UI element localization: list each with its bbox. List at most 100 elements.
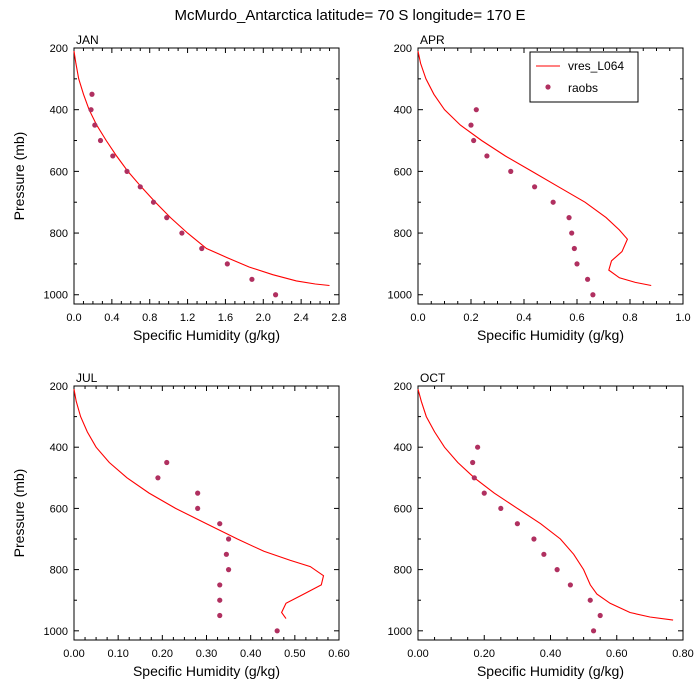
- x-tick-label: 1.6: [218, 312, 233, 324]
- y-axis-label: Pressure (mb): [11, 469, 27, 558]
- x-tick-label: 0.60: [606, 648, 627, 660]
- y-tick-label: 800: [50, 565, 68, 577]
- x-tick-label: 0.2: [463, 312, 478, 324]
- raobs-point: [569, 230, 575, 236]
- panel-label: OCT: [420, 371, 446, 385]
- raobs-point: [150, 199, 157, 205]
- raobs-point: [554, 567, 560, 573]
- raobs-point: [224, 261, 230, 267]
- plot-frame: [73, 47, 340, 305]
- raobs-point: [574, 261, 580, 267]
- panel-label: JAN: [76, 33, 99, 47]
- x-axis-label: Specific Humidity (g/kg): [477, 663, 624, 679]
- x-tick-label: 0.00: [63, 648, 84, 660]
- raobs-point: [179, 230, 185, 236]
- raobs-point: [225, 536, 232, 542]
- x-tick-label: 1.0: [675, 312, 690, 324]
- raobs-point: [274, 628, 280, 634]
- x-tick-label: 2.0: [256, 312, 271, 324]
- figure-title: McMurdo_Antarctica latitude= 70 S longit…: [174, 7, 525, 24]
- y-tick-label: 200: [50, 381, 68, 393]
- legend-model-label: vres_L064: [568, 59, 624, 73]
- raobs-point: [225, 567, 232, 573]
- raobs-point: [567, 582, 573, 588]
- y-tick-label: 1000: [44, 626, 68, 638]
- raobs-point: [550, 199, 556, 205]
- x-tick-label: 0.10: [107, 648, 128, 660]
- x-tick-label: 0.6: [569, 312, 584, 324]
- raobs-point: [587, 597, 593, 603]
- y-tick-label: 400: [394, 442, 412, 454]
- x-tick-label: 0.4: [104, 312, 119, 324]
- x-tick-label: 0.40: [540, 648, 561, 660]
- raobs-point: [532, 184, 538, 190]
- x-tick-label: 0.20: [152, 648, 173, 660]
- panel-label: APR: [420, 33, 445, 47]
- raobs-point: [164, 215, 170, 221]
- raobs-point: [155, 475, 161, 481]
- x-tick-label: 2.4: [293, 312, 308, 324]
- raobs-point: [272, 292, 279, 298]
- raobs-point: [89, 91, 95, 97]
- raobs-point: [566, 215, 572, 221]
- raobs-point: [110, 153, 116, 159]
- legend-marker-swatch: [545, 84, 551, 90]
- raobs-point: [470, 459, 476, 466]
- plot-frame: [417, 385, 684, 641]
- raobs-point: [481, 490, 487, 496]
- y-tick-label: 200: [394, 43, 412, 55]
- y-tick-label: 400: [50, 442, 68, 454]
- raobs-point: [571, 245, 577, 252]
- x-tick-label: 0.30: [196, 648, 217, 660]
- x-axis-label: Specific Humidity (g/kg): [477, 327, 624, 343]
- y-tick-label: 400: [394, 105, 412, 117]
- y-tick-label: 1000: [44, 290, 68, 302]
- raobs-point: [217, 521, 223, 527]
- y-tick-label: 200: [50, 43, 68, 55]
- raobs-point: [97, 137, 104, 144]
- y-axis-label: Pressure (mb): [11, 132, 27, 221]
- y-tick-label: 600: [394, 503, 412, 515]
- x-tick-label: 0.40: [240, 648, 261, 660]
- raobs-point: [195, 505, 201, 512]
- raobs-point: [531, 536, 537, 542]
- legend-box: [529, 51, 639, 103]
- panel-jan: JAN 0.0 0.4 0.8 1.2 1.6 2.0 2.4 2.8 200 400 600 800 1…: [11, 33, 347, 343]
- raobs-point: [199, 245, 205, 252]
- plot-frame: [73, 385, 340, 641]
- x-tick-label: 1.2: [180, 312, 195, 324]
- y-tick-label: 600: [50, 166, 68, 178]
- raobs-point: [471, 137, 477, 144]
- raobs-point: [124, 168, 130, 174]
- raobs-point: [217, 597, 223, 603]
- panel-label: JUL: [76, 371, 98, 385]
- y-tick-label: 200: [394, 381, 412, 393]
- x-tick-label: 0.50: [284, 648, 305, 660]
- y-tick-label: 800: [394, 228, 412, 240]
- raobs-point: [195, 490, 201, 496]
- model-profile-line: [73, 389, 325, 619]
- x-tick-label: 0.20: [474, 648, 495, 660]
- raobs-point: [88, 107, 94, 113]
- y-tick-label: 400: [50, 105, 68, 117]
- model-profile-line: [417, 50, 652, 287]
- raobs-point: [473, 107, 479, 113]
- raobs-point: [223, 551, 229, 557]
- x-tick-label: 0.8: [142, 312, 157, 324]
- x-axis-label: Specific Humidity (g/kg): [133, 663, 280, 679]
- raobs-point: [137, 184, 143, 190]
- raobs-point: [217, 582, 223, 588]
- model-profile-line: [417, 388, 674, 621]
- x-tick-label: 2.8: [331, 312, 346, 324]
- raobs-point: [468, 122, 474, 128]
- raobs-point: [471, 475, 477, 481]
- legend-obs-label: raobs: [568, 81, 598, 95]
- x-tick-label: 0.80: [672, 648, 693, 660]
- x-tick-label: 0.8: [622, 312, 637, 324]
- panel-oct: OCT 0.00 0.20 0.40 0.60 0.80 200 400 600 800 1000 S…: [388, 371, 694, 679]
- raobs-point: [249, 276, 255, 282]
- x-tick-label: 0.00: [407, 648, 428, 660]
- panel-apr: APR 0.0 0.2 0.4 0.6 0.8 1.0 200 400 600 800 1000 Spe…: [388, 33, 691, 343]
